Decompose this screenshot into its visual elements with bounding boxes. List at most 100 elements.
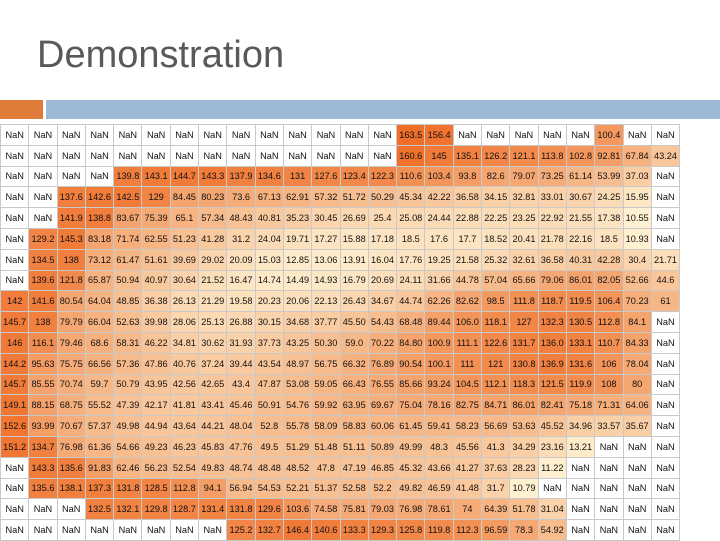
table-cell: 84.80: [396, 331, 426, 354]
table-cell: 79.79: [56, 311, 86, 333]
table-cell: NaN: [198, 124, 228, 146]
table-cell: 21.58: [452, 248, 483, 271]
table-cell: 46.22: [141, 331, 171, 354]
table-cell: 60.06: [367, 415, 398, 437]
table-cell: 61.47: [113, 248, 143, 271]
table-cell: 15.88: [339, 227, 369, 250]
table-cell: 20.41: [509, 227, 539, 250]
table-cell: 23.25: [509, 207, 539, 229]
table-cell: 88.15: [28, 394, 58, 417]
table-cell: 51.23: [169, 227, 200, 250]
table-cell: NaN: [0, 227, 30, 250]
table-cell: 37.63: [481, 456, 511, 479]
table-cell: 138.1: [56, 477, 86, 500]
table-cell: 31.7: [481, 477, 511, 500]
table-cell: NaN: [28, 186, 58, 209]
table-cell: 37.24: [198, 352, 228, 375]
table-row: NaN 139.6 121.8 65.87 50.94 40.97 30.64 21.52 16…: [0, 269, 681, 292]
table-cell: 37.77: [311, 311, 341, 333]
table-cell: 139.8: [113, 165, 143, 188]
table-cell: 34.29: [509, 435, 539, 458]
table-cell: 50.89: [367, 435, 398, 458]
table-cell: NaN: [622, 435, 652, 458]
table-cell: 95.63: [28, 352, 58, 375]
table-cell: 76.98: [396, 498, 426, 521]
table-cell: 140.6: [311, 519, 341, 541]
table-cell: NaN: [254, 124, 284, 146]
table-cell: 48.74: [226, 456, 256, 479]
table-cell: 46.85: [367, 456, 398, 479]
table-cell: 13.21: [565, 435, 596, 458]
table-cell: 112.8: [594, 311, 624, 333]
table-cell: 51.29: [282, 435, 313, 458]
table-cell: 85.66: [396, 373, 426, 396]
table-cell: 25.13: [198, 311, 228, 333]
table-cell: 134.6: [254, 165, 284, 188]
table-cell: 84.45: [169, 186, 200, 209]
table-cell: 80.54: [56, 290, 86, 313]
table-cell: 75.18: [565, 394, 596, 417]
table-cell: 20.09: [226, 248, 256, 271]
table-cell: NaN: [650, 415, 681, 437]
table-cell: 84.33: [622, 331, 652, 354]
table-cell: 102.8: [565, 144, 596, 167]
table-cell: 43.25: [282, 331, 313, 354]
table-cell: NaN: [594, 435, 624, 458]
table-cell: NaN: [28, 207, 58, 229]
table-cell: NaN: [226, 144, 256, 167]
table-cell: 10.79: [509, 477, 539, 500]
table-cell: 43.66: [424, 456, 454, 479]
table-cell: 130.8: [509, 352, 539, 375]
table-cell: 66.04: [84, 311, 115, 333]
table-cell: 58.31: [113, 331, 143, 354]
table-cell: 129.6: [254, 498, 284, 521]
table-cell: NaN: [537, 477, 567, 500]
table-cell: 145.7: [0, 373, 30, 396]
table-cell: NaN: [650, 394, 681, 417]
table-cell: 25.08: [396, 207, 426, 229]
table-cell: 25.32: [481, 248, 511, 271]
table-cell: 137.3: [84, 477, 115, 500]
table-cell: 29.02: [198, 248, 228, 271]
table-cell: NaN: [594, 477, 624, 500]
table-cell: 132.7: [254, 519, 284, 541]
table-cell: 62.55: [141, 227, 171, 250]
table-cell: 96.59: [481, 519, 511, 541]
table-cell: 135.6: [28, 477, 58, 500]
table-cell: NaN: [622, 519, 652, 541]
table-cell: 59.0: [339, 331, 369, 354]
table-cell: 49.99: [396, 435, 426, 458]
table-cell: 11.22: [537, 456, 567, 479]
table-cell: NaN: [650, 311, 681, 333]
table-cell: 54.76: [282, 394, 313, 417]
table-cell: 57.04: [481, 269, 511, 292]
table-cell: NaN: [0, 269, 30, 292]
table-cell: 82.41: [537, 394, 567, 417]
table-cell: 54.92: [537, 519, 567, 541]
table-cell: 31.2: [226, 227, 256, 250]
table-cell: NaN: [0, 165, 30, 188]
table-cell: 75.39: [141, 207, 171, 229]
table-cell: NaN: [650, 331, 681, 354]
table-cell: NaN: [650, 435, 681, 458]
table-cell: 40.81: [254, 207, 284, 229]
table-cell: 127: [509, 311, 539, 333]
table-cell: NaN: [84, 144, 115, 167]
table-cell: 40.31: [565, 248, 596, 271]
table-cell: 79.46: [56, 331, 86, 354]
table-cell: NaN: [565, 124, 596, 146]
table-cell: 10.55: [622, 207, 652, 229]
table-cell: 22.88: [452, 207, 483, 229]
table-cell: 19.71: [282, 227, 313, 250]
table-cell: 41.27: [452, 456, 483, 479]
table-row: 146 116.1 79.46 68.6 58.31 46.22 34.81 30.62 31.…: [0, 331, 681, 354]
table-cell: 41.81: [169, 394, 200, 417]
table-cell: 47.39: [113, 394, 143, 417]
table-cell: 66.32: [339, 352, 369, 375]
table-cell: 37.03: [622, 165, 652, 188]
table-cell: 70.23: [622, 290, 652, 313]
table-cell: 131.4: [198, 498, 228, 521]
table-cell: 34.15: [481, 186, 511, 209]
table-cell: 48.04: [226, 415, 256, 437]
table-cell: 62.91: [282, 186, 313, 209]
